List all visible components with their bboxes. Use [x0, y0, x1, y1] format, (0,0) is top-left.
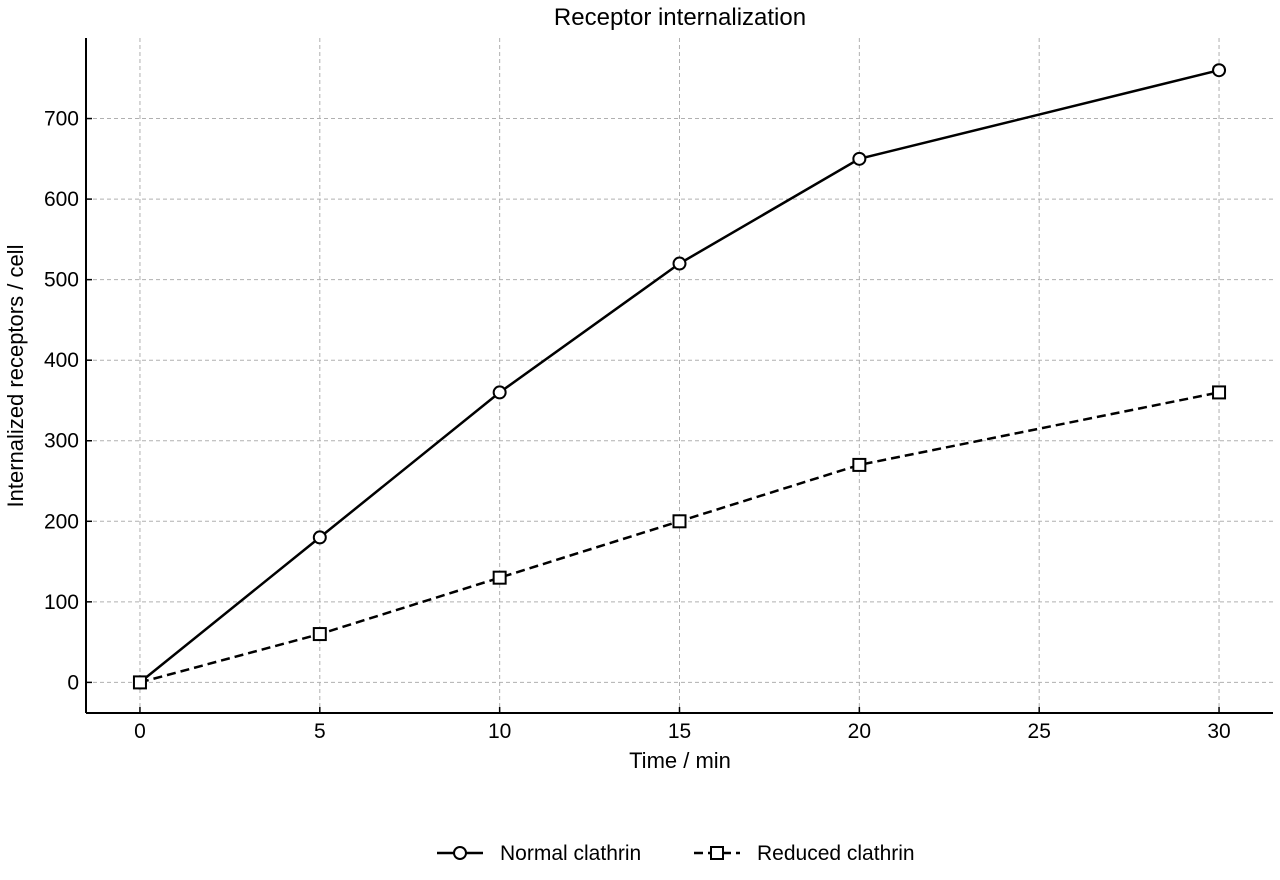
x-tick-label: 15 — [668, 720, 691, 743]
legend-swatch-marker — [453, 846, 467, 860]
data-point-reduced-clathrin — [492, 570, 507, 585]
y-axis-ticks: 0 100 200 300 400 500 600 700 — [44, 108, 92, 694]
legend-label: Reduced clathrin — [757, 842, 915, 865]
series-normal-clathrin — [132, 63, 1227, 690]
y-tick-label: 200 — [44, 510, 79, 533]
series-reduced-clathrin — [132, 385, 1227, 690]
data-point-normal-clathrin — [672, 256, 687, 271]
y-tick-label: 500 — [44, 269, 79, 292]
y-tick-label: 400 — [44, 349, 79, 372]
legend-item-reduced-clathrin: Reduced clathrin — [694, 842, 915, 865]
grid — [86, 38, 1273, 713]
x-axis-title: Time / min — [629, 748, 731, 773]
series-line-normal-clathrin — [139, 69, 1220, 684]
legend: Normal clathrin Reduced clathrin — [437, 842, 915, 865]
data-point-normal-clathrin — [312, 530, 327, 545]
x-tick-label: 30 — [1207, 720, 1230, 743]
legend-swatch-marker — [710, 846, 724, 860]
x-tick-label: 20 — [848, 720, 871, 743]
data-point-normal-clathrin — [852, 151, 867, 166]
x-tick-label: 25 — [1028, 720, 1051, 743]
data-point-normal-clathrin — [1212, 63, 1227, 78]
x-tick-label: 0 — [134, 720, 146, 743]
y-tick-label: 300 — [44, 430, 79, 453]
data-point-reduced-clathrin — [132, 675, 147, 690]
legend-label: Normal clathrin — [500, 842, 641, 865]
x-tick-label: 10 — [488, 720, 511, 743]
data-point-reduced-clathrin — [852, 457, 867, 472]
y-tick-label: 600 — [44, 188, 79, 211]
y-tick-label: 0 — [67, 671, 79, 694]
data-point-reduced-clathrin — [312, 627, 327, 642]
legend-item-normal-clathrin: Normal clathrin — [437, 842, 641, 865]
series — [132, 63, 1227, 690]
series-line-reduced-clathrin — [139, 391, 1220, 684]
chart-title: Receptor internalization — [554, 4, 806, 31]
data-point-reduced-clathrin — [672, 514, 687, 529]
data-point-reduced-clathrin — [1212, 385, 1227, 400]
y-tick-label: 700 — [44, 108, 79, 131]
y-tick-label: 100 — [44, 591, 79, 614]
data-point-normal-clathrin — [492, 385, 507, 400]
x-axis-ticks: 0 5 10 15 20 25 30 — [134, 707, 1231, 743]
x-tick-label: 5 — [314, 720, 326, 743]
y-axis-title: Internalized receptors / cell — [3, 245, 28, 508]
